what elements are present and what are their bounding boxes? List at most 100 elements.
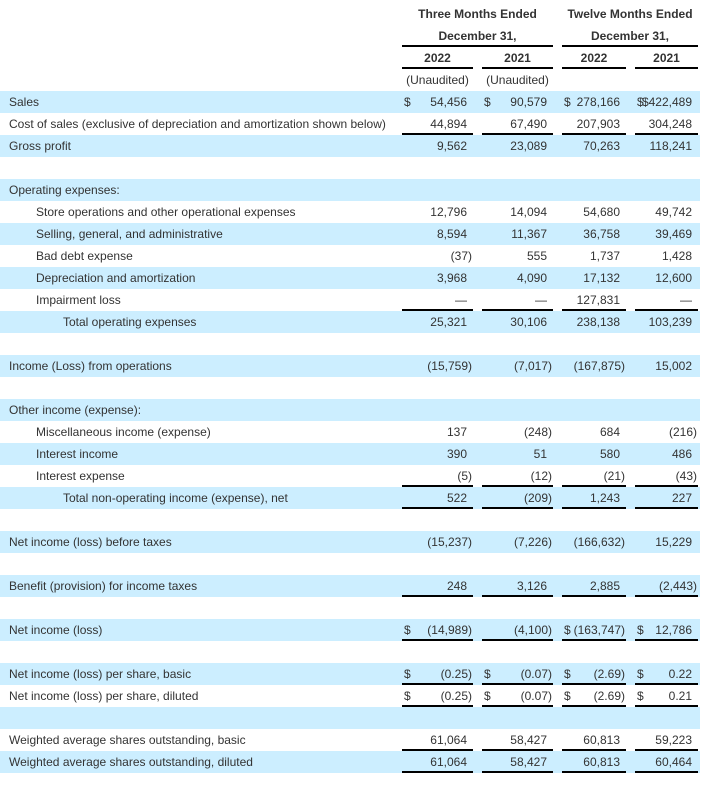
row-label: Weighted average shares outstanding, bas… xyxy=(9,733,246,747)
cell-value: 8,594 xyxy=(436,227,467,241)
value-cell: 684 xyxy=(562,421,626,443)
value-cell: $ (2.69) xyxy=(562,663,626,685)
cell-value: (166,632) xyxy=(573,535,625,549)
header-row-date: December 31, December 31, xyxy=(0,25,700,47)
cell-value: — xyxy=(680,293,692,307)
row-label: Interest expense xyxy=(36,469,125,483)
cell-value: 39,469 xyxy=(655,227,692,241)
table-row: Net income (loss) per share, basic $ (0.25… xyxy=(0,663,700,685)
spacer-row xyxy=(0,157,700,179)
value-cell: 15,002 xyxy=(635,355,698,377)
cell-value: 59,223 xyxy=(655,733,692,747)
row-label: Interest income xyxy=(36,447,119,461)
cell-value: 555 xyxy=(526,249,547,263)
cell-value: 44,894 xyxy=(430,117,467,131)
value-cell: 58,427 xyxy=(482,751,553,773)
cell-value: 51 xyxy=(533,447,547,461)
row-label: Weighted average shares outstanding, dil… xyxy=(9,755,253,769)
value-cell: 486 xyxy=(635,443,698,465)
cell-value: 1,243 xyxy=(589,491,620,505)
value-cell: 8,594 xyxy=(402,223,473,245)
value-cell: 15,229 xyxy=(635,531,698,553)
cell-value: (15,237) xyxy=(427,535,472,549)
value-cell: 12,796 xyxy=(402,201,473,223)
cell-value: (0.07) xyxy=(520,667,552,681)
cell-value: (43) xyxy=(675,469,697,483)
header-year: 2021 xyxy=(482,47,553,69)
row-label: Selling, general, and administrative xyxy=(36,227,223,241)
value-cell: 522 xyxy=(402,487,473,509)
row-label: Impairment loss xyxy=(36,293,121,307)
cell-value: 278,166 xyxy=(576,95,620,109)
value-cell: 67,490 xyxy=(482,113,553,135)
cell-value: 486 xyxy=(671,447,692,461)
cell-value: 60,464 xyxy=(655,755,692,769)
value-cell: 51 xyxy=(482,443,553,465)
value-cell: (5) xyxy=(402,465,473,487)
value-cell: $ (2.69) xyxy=(562,685,626,707)
dollar-sign: $ xyxy=(564,623,571,637)
header-period-end-three: December 31, xyxy=(402,25,553,47)
cell-value: 90,579 xyxy=(510,95,547,109)
value-cell: 555 xyxy=(482,245,553,267)
cell-value: (0.25) xyxy=(440,667,472,681)
value-cell: 25,321 xyxy=(402,311,473,333)
cell-value: 207,903 xyxy=(576,117,620,131)
row-label: Income (Loss) from operations xyxy=(9,359,172,373)
row-label: Depreciation and amortization xyxy=(36,271,196,285)
dollar-sign: $ xyxy=(484,95,491,109)
value-cell: 248 xyxy=(402,575,473,597)
value-cell: (216) xyxy=(635,421,698,443)
table-row: Gross profit 9,562 23,089 70,263 118,241 xyxy=(0,135,700,157)
income-statement-table: Three Months Ended Twelve Months Ended D… xyxy=(0,3,700,773)
header-period-end-twelve: December 31, xyxy=(562,25,698,47)
value-cell: $278,166 xyxy=(562,91,626,113)
value-cell: 127,831 xyxy=(562,289,626,311)
cell-value: 118,241 xyxy=(649,139,693,153)
table-row: Sales $54,456 $90,579 $278,166 $ $422,489 xyxy=(0,91,700,113)
row-label: Net income (loss) per share, diluted xyxy=(9,689,199,703)
value-cell: 60,813 xyxy=(562,751,626,773)
cell-value: 17,132 xyxy=(583,271,620,285)
cell-value: 12,796 xyxy=(430,205,467,219)
cell-value: 58,427 xyxy=(510,733,547,747)
value-cell: 61,064 xyxy=(402,729,473,751)
value-cell: 390 xyxy=(402,443,473,465)
cell-value: (12) xyxy=(530,469,552,483)
spacer-row xyxy=(0,509,700,531)
dollar-sign: $ xyxy=(404,623,411,637)
row-label: Benefit (provision) for income taxes xyxy=(9,579,198,593)
cell-value: 1,428 xyxy=(661,249,692,263)
dollar-sign: $ xyxy=(637,623,644,637)
value-cell: 3,968 xyxy=(402,267,473,289)
value-cell: $ (0.07) xyxy=(482,663,553,685)
cell-value: (21) xyxy=(603,469,625,483)
cell-value: 54,680 xyxy=(583,205,620,219)
dollar-sign: $ xyxy=(637,667,644,681)
value-cell: $ (0.25) xyxy=(402,685,473,707)
dollar-sign: $ xyxy=(484,689,491,703)
cell-value: 2,885 xyxy=(589,579,620,593)
value-cell: 70,263 xyxy=(562,135,626,157)
spacer-row xyxy=(0,597,700,619)
table-row: Net income (loss) before taxes (15,237) (7… xyxy=(0,531,700,553)
value-cell: 60,464 xyxy=(635,751,698,773)
cell-value: 580 xyxy=(599,447,620,461)
header-year: 2022 xyxy=(562,47,626,69)
cell-value: 36,758 xyxy=(583,227,620,241)
cell-value: 4,090 xyxy=(516,271,547,285)
value-cell: 1,428 xyxy=(635,245,698,267)
value-cell: 30,106 xyxy=(482,311,553,333)
cell-value: 103,239 xyxy=(648,315,692,329)
cell-value: (248) xyxy=(523,425,552,439)
header-unaudited: (Unaudited) xyxy=(486,73,549,87)
cell-value: 304,248 xyxy=(648,117,692,131)
table-row: Income (Loss) from operations (15,759) (7,… xyxy=(0,355,700,377)
value-cell: (12) xyxy=(482,465,553,487)
value-cell: 44,894 xyxy=(402,113,473,135)
cell-value: 390 xyxy=(446,447,467,461)
value-cell: 118,241 xyxy=(635,135,698,157)
cell-value: (163,747) xyxy=(573,623,625,637)
value-cell: 9,562 xyxy=(402,135,473,157)
row-label: Operating expenses: xyxy=(9,183,120,197)
